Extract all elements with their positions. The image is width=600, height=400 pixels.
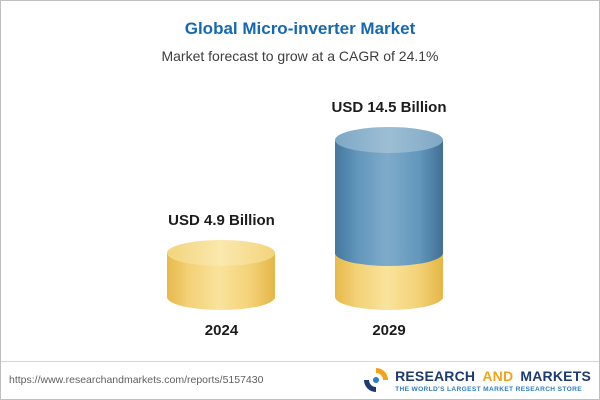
bar-2024-cylinder (167, 240, 276, 310)
axis-label-2024: 2024 (204, 322, 239, 339)
logo-wordmark: RESEARCH AND MARKETS (395, 368, 591, 384)
report-url: https://www.researchandmarkets.com/repor… (9, 374, 264, 386)
page-title: Global Micro-inverter Market (184, 19, 416, 38)
research-and-markets-logo-icon (364, 368, 389, 392)
bar-2029-cylinder (335, 127, 443, 310)
logo-word-research: RESEARCH (395, 367, 476, 384)
logo-text: RESEARCH AND MARKETS THE WORLD'S LARGEST… (395, 368, 591, 393)
research-and-markets-logo: RESEARCH AND MARKETS THE WORLD'S LARGEST… (363, 367, 591, 393)
axis-label-2029: 2029 (372, 322, 406, 339)
logo-word-markets: MARKETS (520, 367, 591, 384)
logo-word-and: AND (482, 367, 514, 384)
logo-tagline: THE WORLD'S LARGEST MARKET RESEARCH STOR… (395, 385, 582, 393)
bar-group-2024: USD 4.9 Billion 2024 (167, 212, 276, 339)
bar-2029-growth-segment (335, 127, 443, 266)
bar-2029-junction-cap (335, 240, 443, 266)
footer-divider (1, 361, 599, 362)
bar-chart: USD 4.9 Billion 2024 USD 14.5 Billion 20… (8, 99, 599, 339)
page-subtitle: Market forecast to grow at a CAGR of 24.… (161, 48, 439, 64)
bar-2024-top-cap (167, 240, 276, 266)
bar-2024-body (167, 240, 276, 310)
bar-group-2029: USD 14.5 Billion 2029 (331, 99, 446, 339)
bar-2029-value-label: USD 14.5 Billion (331, 99, 447, 116)
bar-2029-top-cap (335, 127, 443, 153)
bar-2024-value-label: USD 4.9 Billion (168, 212, 275, 229)
